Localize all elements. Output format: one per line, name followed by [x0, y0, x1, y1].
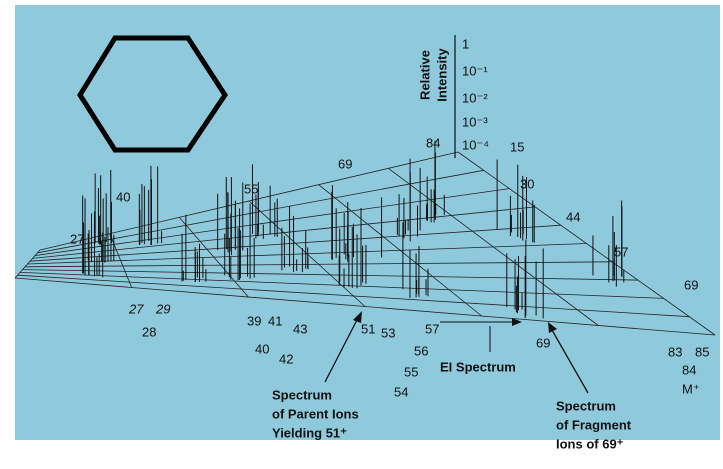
mass-label: 53 — [381, 325, 395, 340]
mass-label: 69 — [684, 277, 698, 292]
tick-label: 10⁻³ — [462, 114, 488, 129]
tick-label: 1 — [462, 36, 469, 51]
tick-label: 10⁻² — [462, 90, 488, 105]
callout-line: of Fragment — [556, 417, 632, 432]
mass-label: 39 — [247, 313, 261, 328]
mass-label: 15 — [510, 139, 524, 154]
mass-label: 28 — [142, 324, 156, 339]
mass-label: 27 — [128, 301, 144, 316]
mass-label: 43 — [293, 321, 307, 336]
mass-label: 84 — [682, 362, 696, 377]
mass-label: 27 — [70, 231, 84, 246]
mass-label: 41 — [268, 313, 282, 328]
mass-label: 57 — [425, 321, 439, 336]
mass-label: 55 — [404, 364, 418, 379]
mass-label: 44 — [566, 209, 580, 224]
axis-title-line: Intensity — [434, 48, 449, 102]
callout-line: Spectrum — [272, 387, 332, 402]
axis-title-line: Relative — [417, 50, 432, 100]
mass-label: 42 — [279, 351, 293, 366]
callout-line: Ions of 69⁺ — [556, 436, 624, 451]
background — [15, 5, 720, 440]
mass-label: 51 — [361, 321, 375, 336]
callout-line: of Parent Ions — [272, 406, 359, 421]
callout-line: Yielding 51⁺ — [272, 425, 347, 440]
mass-label: 30 — [520, 176, 534, 191]
tick-label: 10⁻⁴ — [462, 137, 489, 152]
figure: Relative Intensity 1 10⁻¹ 10⁻² 10⁻³ 10⁻⁴… — [0, 0, 723, 469]
tick-label: 10⁻¹ — [462, 63, 488, 78]
mass-label: 69 — [338, 156, 352, 171]
mass-label: 69 — [536, 335, 550, 350]
mass-label: 29 — [155, 301, 170, 316]
mass-label: 57 — [614, 244, 628, 259]
mass-label: 84 — [426, 135, 440, 150]
mass-label: 55 — [244, 181, 258, 196]
mass-label: 83 — [668, 344, 682, 359]
mass-label: 40 — [255, 341, 269, 356]
mass-label: 85 — [695, 344, 709, 359]
callout-line: Spectrum — [556, 398, 616, 413]
mass-label: 56 — [414, 343, 428, 358]
mass-label: 40 — [116, 189, 130, 204]
mass-label: M⁺ — [682, 381, 700, 396]
page: Three-dimensional mass spectrum {"axis":… — [0, 0, 723, 469]
mass-label: 54 — [394, 384, 408, 399]
body: Relative Intensity 1 10⁻¹ 10⁻² 10⁻³ 10⁻⁴… — [0, 0, 723, 469]
callout: EI Spectrum — [440, 359, 516, 374]
